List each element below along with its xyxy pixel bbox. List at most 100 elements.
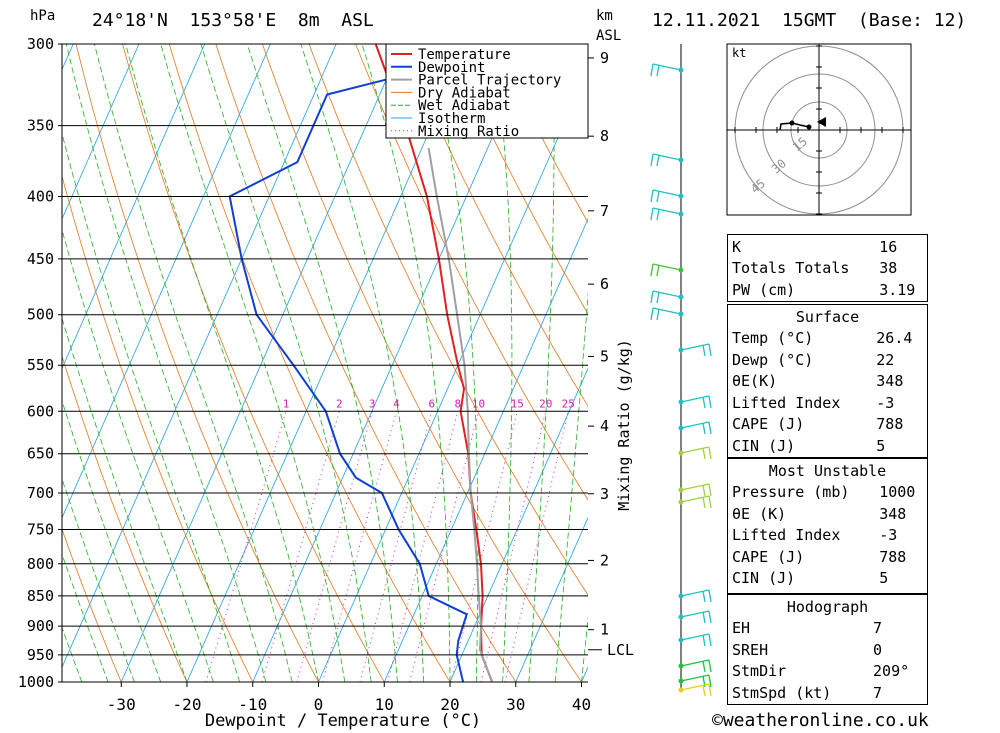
isotherm-line: [0, 44, 7, 682]
mixing-ratio-line: [261, 411, 340, 682]
km-label: km: [596, 8, 613, 24]
mixing-ratio-line: [205, 411, 287, 682]
mixing-ratio-axis-label: Mixing Ratio (g/kg): [615, 339, 633, 511]
isotherm-line: [383, 217, 588, 682]
wind-barb-feather: [650, 189, 654, 203]
surface-li: -3: [876, 393, 895, 412]
wind-barb-feather: [702, 344, 706, 357]
dry-adiabat: [168, 44, 451, 682]
wind-barb-feather: [708, 610, 712, 624]
dry-adiabat: [401, 44, 588, 407]
wind-barb-feather: [708, 659, 712, 673]
mixing-ratio-label: 20: [539, 397, 552, 410]
most-unstable-box: Most Unstable Pressure (mb) 1000 θE (K) 34…: [727, 458, 928, 594]
mu-cape: 788: [879, 547, 907, 566]
parcel-trajectory-profile: [427, 147, 494, 682]
mixing-ratio-label: 25: [562, 397, 575, 410]
wind-barb-feather: [702, 590, 706, 603]
pressure-tick-label: 600: [27, 402, 54, 420]
dry-adiabat: [495, 44, 588, 224]
pressure-tick-label: 350: [27, 117, 54, 135]
dry-adiabat: [122, 44, 385, 682]
legend-entry: Mixing Ratio: [418, 124, 519, 140]
km-tick-label: 1: [600, 621, 609, 639]
wind-barb-feather: [702, 484, 706, 497]
k-value: 16: [879, 237, 898, 256]
x-tick-label: 30: [506, 695, 525, 714]
mu-pressure: 1000: [879, 483, 916, 502]
x-tick-label: -10: [238, 695, 267, 714]
isotherm-line: [515, 516, 588, 682]
wind-barb-staff: [680, 683, 710, 691]
wind-barb-feather: [708, 683, 712, 697]
mu-li-label: Lifted Index: [732, 526, 841, 545]
mixing-ratio-label: 6: [429, 397, 436, 410]
surface-cape: 788: [876, 415, 904, 434]
x-tick-label: -20: [173, 695, 202, 714]
pressure-tick-label: 900: [27, 617, 54, 635]
dry-adiabat: [62, 528, 122, 682]
surface-cape-label: CAPE (J): [732, 415, 805, 434]
surface-temp: 26.4: [876, 329, 913, 348]
wind-barb-staff: [680, 589, 710, 597]
surface-dewp: 22: [876, 350, 895, 369]
wet-adiabat: [62, 553, 109, 682]
wet-adiabat: [62, 399, 162, 682]
wind-barb-feather: [650, 290, 654, 304]
isotherm-line: [62, 44, 140, 220]
mixing-ratio-label: 10: [472, 397, 485, 410]
km-tick-label: 2: [600, 551, 609, 569]
surface-temp-label: Temp (°C): [732, 329, 814, 348]
pw-value: 3.19: [879, 280, 916, 299]
wet-adiabat: [246, 44, 398, 682]
legend-box: [385, 43, 589, 139]
wind-barb-feather: [708, 343, 712, 357]
pw-label: PW (cm): [732, 280, 796, 299]
wind-barb-staff: [680, 659, 710, 667]
mixing-ratio-line: [322, 411, 397, 682]
wind-barb-staff: [680, 446, 710, 454]
mixing-ratio-label: 3: [369, 397, 376, 410]
mu-cape-label: CAPE (J): [732, 547, 805, 566]
mixing-ratio-line: [359, 411, 433, 682]
wind-barb-feather: [702, 496, 706, 509]
lcl-label: LCL: [607, 641, 634, 659]
wind-barb-feather: [708, 395, 712, 409]
stmspd-label: StmSpd (kt): [732, 683, 832, 702]
isotherm-line: [449, 367, 588, 682]
surface-cin: 5: [876, 436, 886, 455]
pressure-tick-label: 650: [27, 445, 54, 463]
wind-barb-feather: [656, 308, 660, 321]
wind-barb-staff: [652, 63, 682, 71]
mu-title: Most Unstable: [768, 461, 887, 480]
wind-barb-feather: [702, 634, 706, 647]
isotherm-line: [252, 44, 534, 682]
pressure-tick-label: 700: [27, 484, 54, 502]
pressure-tick-label: 300: [27, 35, 54, 53]
wind-barb-staff: [680, 395, 710, 403]
wind-barb-staff: [680, 610, 710, 618]
wet-adiabat: [160, 44, 346, 682]
wind-barb-feather: [656, 64, 660, 77]
dry-adiabat: [448, 44, 588, 315]
stmdir-value: 209°: [873, 662, 910, 681]
wind-barb-staff: [652, 207, 682, 215]
wind-barb-staff: [680, 343, 710, 351]
storm-motion-marker: [817, 117, 826, 127]
copyright: ©weatheronline.co.uk: [712, 710, 929, 731]
wind-barb-staff: [652, 263, 682, 271]
mixing-ratio-line: [450, 411, 518, 682]
wind-barb-feather: [708, 633, 712, 647]
wind-barb-feather: [656, 264, 660, 277]
surface-dewp-label: Dewp (°C): [732, 350, 814, 369]
wind-barb-staff: [652, 153, 682, 161]
wet-adiabat: [200, 44, 372, 682]
k-label: K: [732, 237, 742, 256]
wind-barb-staff: [680, 495, 710, 503]
wet-adiabat: [62, 477, 135, 682]
surface-theta: 348: [876, 372, 904, 391]
mu-pressure-label: Pressure (mb): [732, 483, 850, 502]
km-tick-label: 9: [600, 49, 609, 67]
wet-adiabat: [94, 44, 293, 682]
